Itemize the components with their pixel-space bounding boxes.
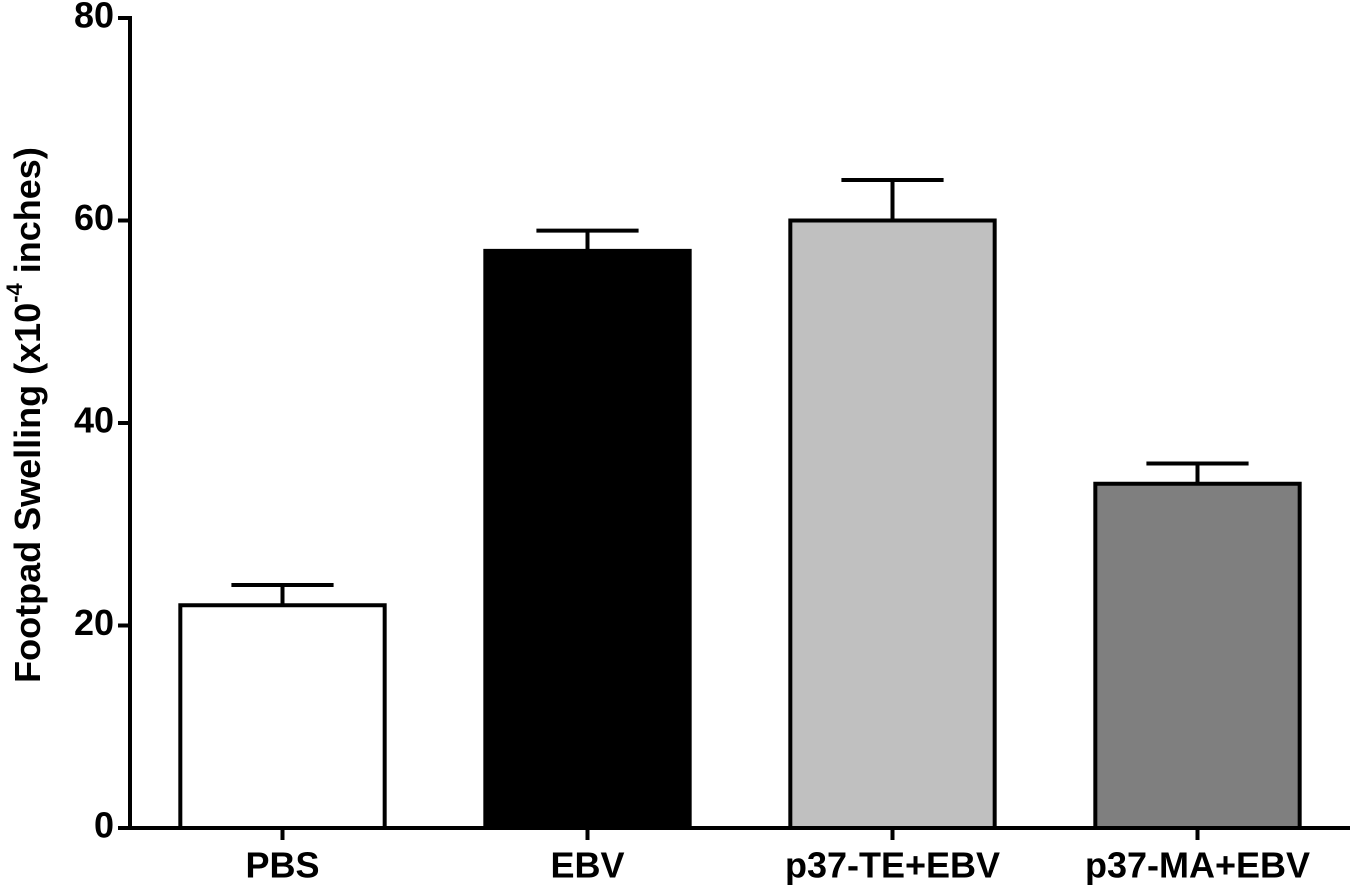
y-axis-label-part: Footpad Swelling (x10	[7, 303, 48, 683]
y-tick-label: 20	[74, 602, 114, 643]
x-tick-label: PBS	[245, 845, 319, 886]
x-tick-label: EBV	[550, 845, 624, 886]
bar	[483, 248, 692, 830]
x-tick-label: p37-TE+EBV	[785, 845, 1000, 886]
x-tick-label: p37-MA+EBV	[1085, 845, 1310, 886]
y-tick-label: 80	[74, 0, 114, 36]
bar	[1093, 481, 1302, 830]
y-tick-label: 40	[74, 400, 114, 441]
y-tick-label: 60	[74, 197, 114, 238]
y-axis-label-part: inches)	[7, 147, 48, 283]
y-axis-label: Footpad Swelling (x10-4 inches)	[2, 147, 48, 683]
y-axis-label-exponent: -4	[2, 282, 27, 302]
bar	[788, 218, 997, 830]
y-tick-label: 0	[94, 805, 114, 846]
bar	[178, 603, 387, 830]
